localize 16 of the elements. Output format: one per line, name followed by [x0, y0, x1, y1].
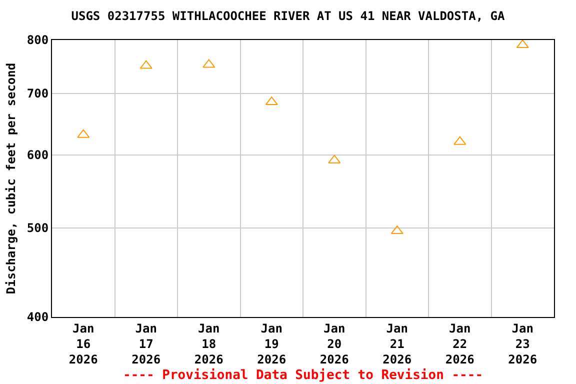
y-tick-label: 500: [26, 221, 49, 236]
x-tick-label: Jan 17 2026: [132, 321, 161, 367]
y-tick-label: 400: [26, 310, 49, 324]
y-tick-label: 800: [26, 33, 49, 48]
x-tick-label: Jan 22 2026: [445, 321, 474, 367]
x-tick-label: Jan 21 2026: [382, 321, 412, 367]
x-tick-label: Jan 16 2026: [68, 321, 98, 367]
y-axis-title: Discharge, cubic feet per second: [4, 62, 18, 294]
text: ---- Provisional Data Subject to Revision ----: [123, 368, 484, 383]
x-tick-label: Jan 19 2026: [257, 321, 286, 367]
y-tick-label: 700: [26, 86, 49, 101]
x-tick-label: Jan 20 2026: [320, 321, 349, 367]
x-tick-label: Jan 18 2026: [194, 321, 224, 367]
y-tick-label: 600: [26, 148, 49, 162]
x-tick-label: Jan 23 2026: [508, 321, 538, 367]
chart-title: USGS 02317755 WITHLACOOCHEE RIVER AT US 41 NEAR VALDOSTA, GA: [71, 8, 506, 23]
